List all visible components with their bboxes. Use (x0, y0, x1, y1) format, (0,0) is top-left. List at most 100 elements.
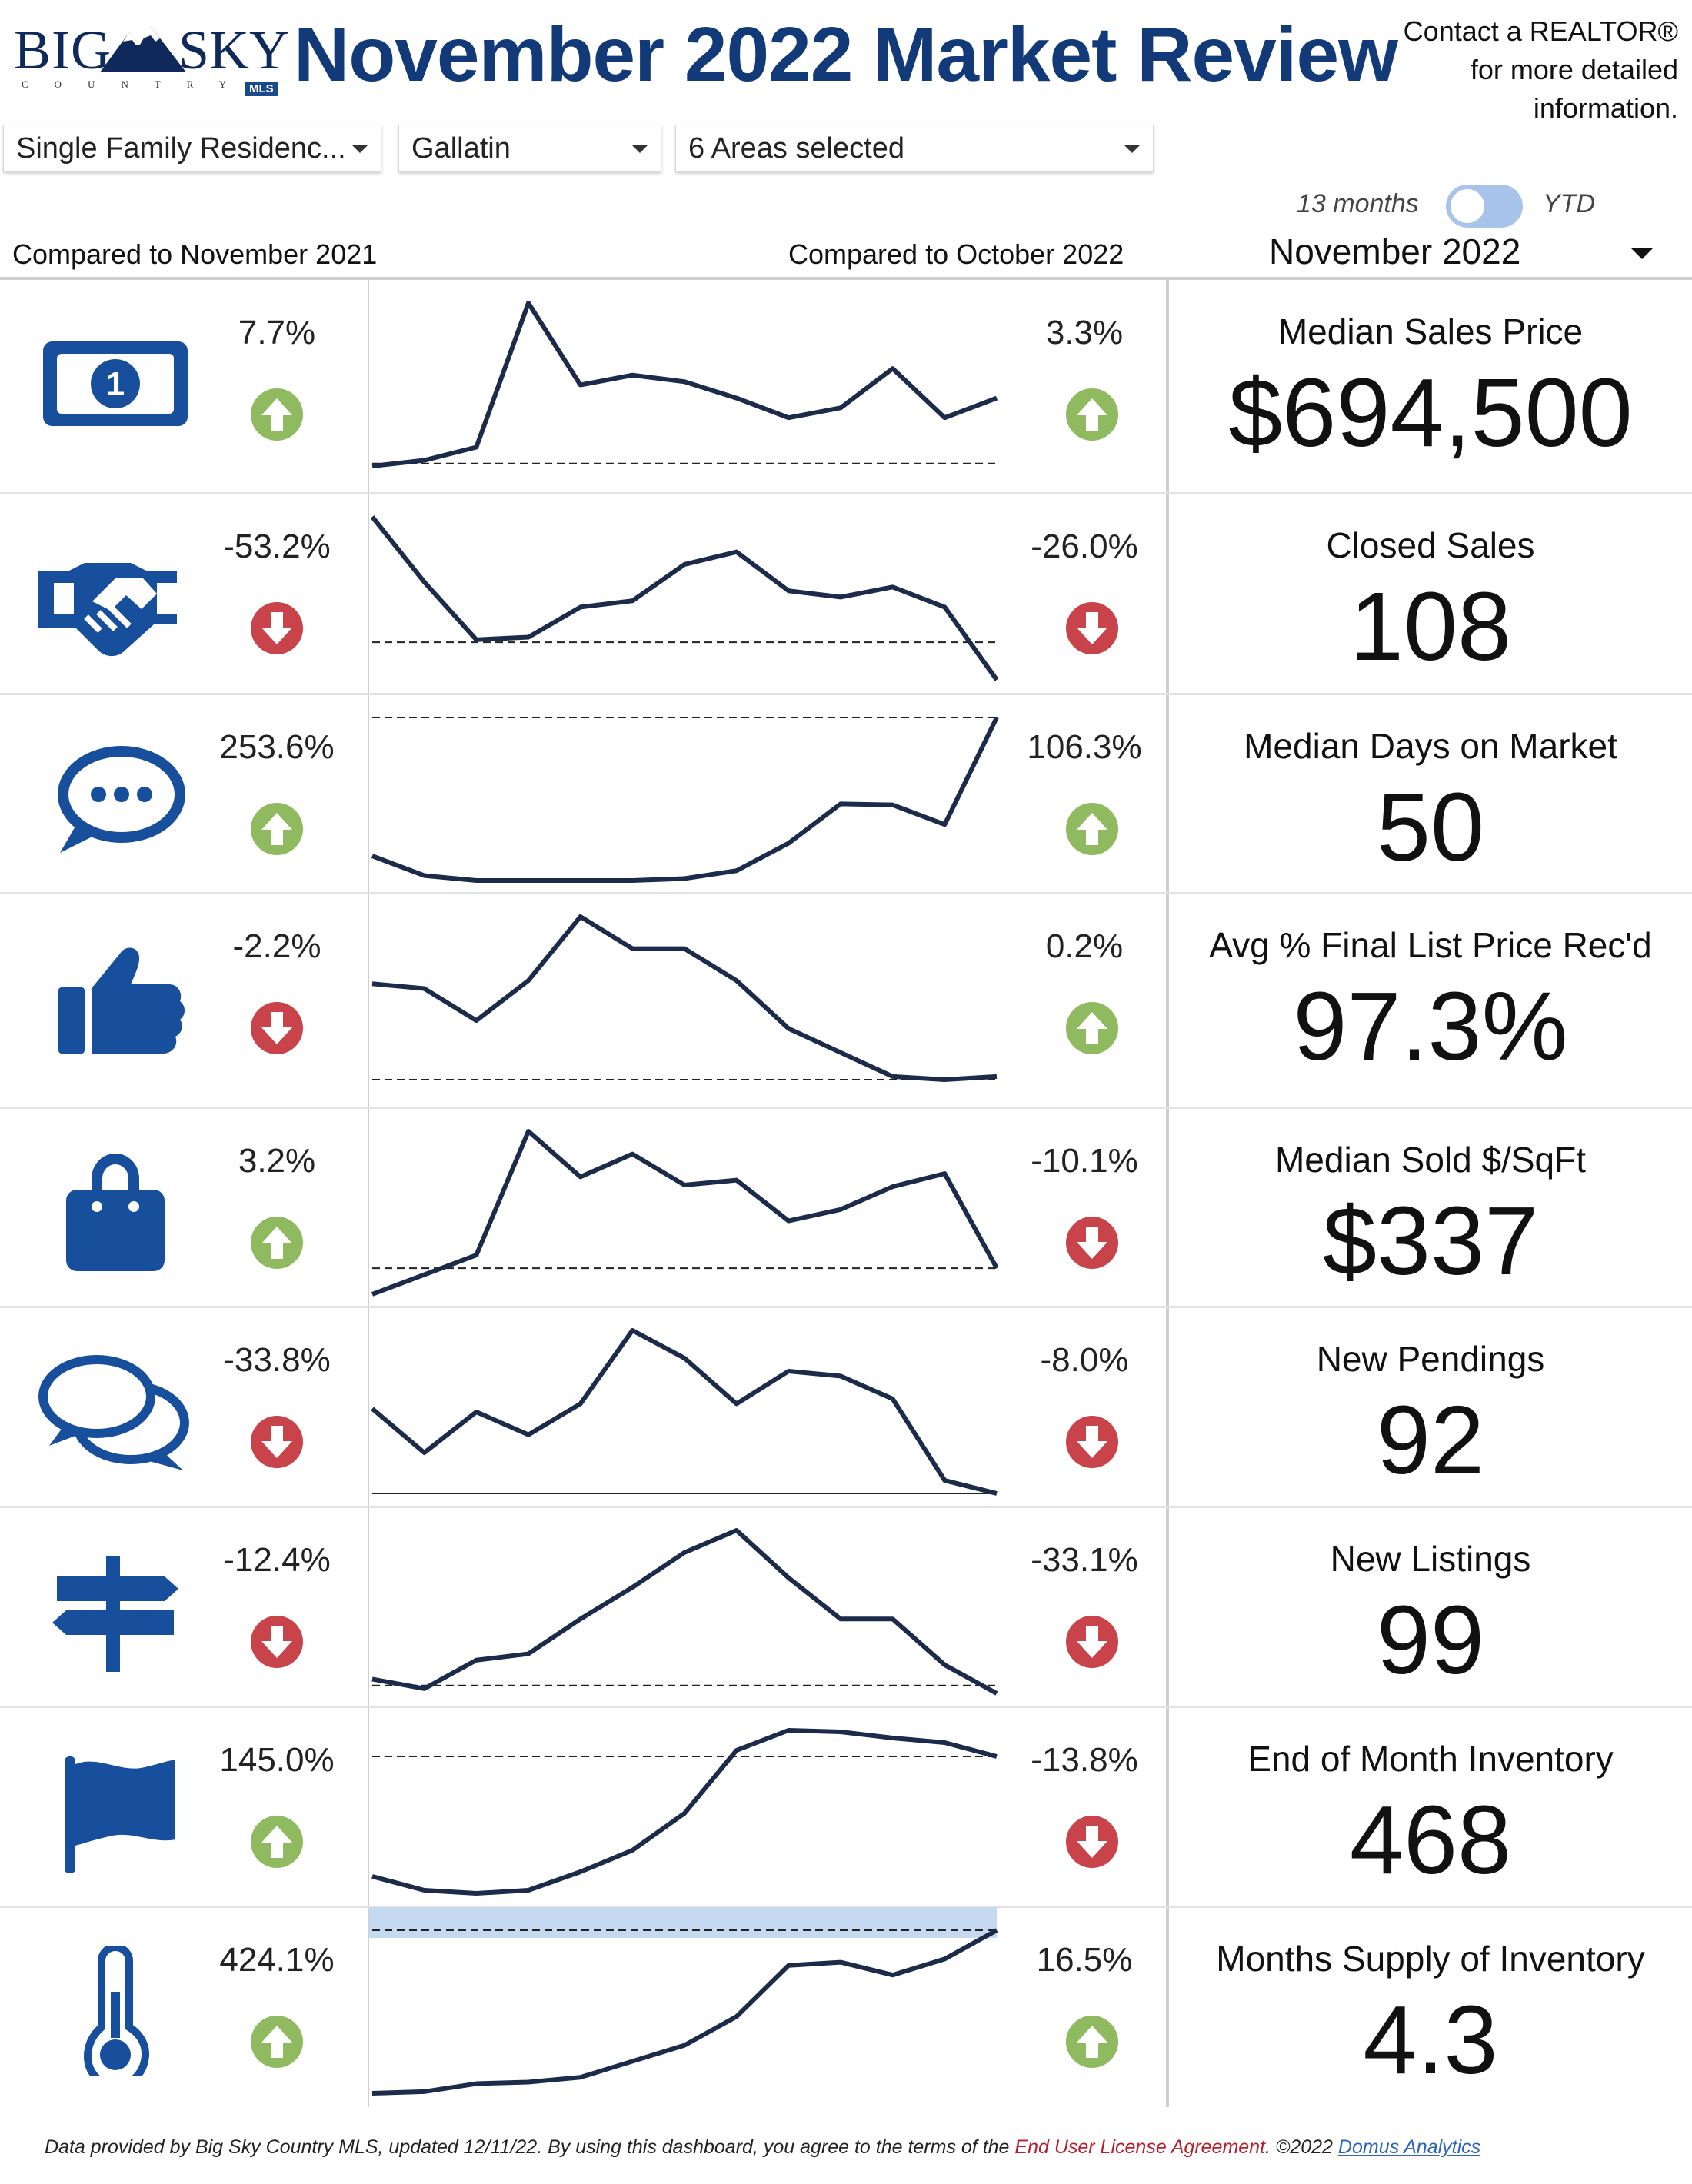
compare-year-label: Compared to November 2021 (12, 238, 378, 270)
handshake-icon (31, 532, 200, 663)
property-type-dropdown[interactable]: Single Family Residenc... (3, 125, 381, 172)
arrow-down-icon (1065, 1615, 1119, 1669)
trend-sparkline (371, 1129, 999, 1297)
chat-bubble-icon (31, 733, 200, 864)
contact-line: Contact a REALTOR® (1403, 15, 1678, 47)
metric-value: 92 (1376, 1386, 1485, 1494)
month-value: November 2022 (1269, 231, 1521, 271)
yoy-change: 145.0% (219, 1741, 335, 1779)
arrow-down-icon (1065, 601, 1119, 655)
metric-value: 4.3 (1363, 1986, 1498, 2094)
county-dropdown[interactable]: Gallatin (398, 125, 661, 172)
arrow-down-icon (1065, 1415, 1119, 1469)
yoy-change: -53.2% (223, 528, 331, 565)
trend-sparkline (371, 914, 998, 1082)
metric-row: 3.2% -10.1% Median Sold $/SqFt $337 (0, 1108, 1692, 1308)
divider (0, 1706, 1692, 1708)
yoy-change: -12.4% (223, 1541, 331, 1579)
arrow-down-icon (250, 1001, 304, 1055)
metric-label: End of Month Inventory (1247, 1739, 1614, 1779)
trend-sparkline (371, 301, 998, 468)
metric-row: 1 7.7% 3.3% Median Sales Price $694,500 (0, 280, 1692, 480)
divider (368, 280, 369, 2107)
trend-line (371, 301, 998, 468)
arrow-up-icon (1065, 1001, 1119, 1055)
trend-sparkline (370, 515, 999, 681)
metric-value: 99 (1376, 1586, 1485, 1694)
arrow-up-icon (1065, 388, 1119, 441)
divider (1166, 280, 1169, 2107)
divider (0, 277, 1692, 280)
signpost-icon (31, 1546, 200, 1676)
svg-text:1: 1 (106, 365, 125, 403)
divider (0, 693, 1692, 695)
trend-line (371, 1728, 998, 1896)
yoy-change: 253.6% (219, 728, 335, 766)
arrow-down-icon (1065, 1216, 1119, 1270)
arrow-down-icon (250, 1615, 304, 1669)
trend-line (371, 1129, 999, 1297)
yoy-change: 7.7% (238, 314, 316, 351)
domus-analytics-link[interactable]: Domus Analytics (1337, 2136, 1481, 2158)
trend-sparkline (371, 1328, 998, 1496)
metric-row: -33.8% -8.0% New Pendings 92 (0, 1307, 1692, 1507)
logo: BIG SKY COUNTRY MLS (11, 17, 289, 96)
toggle-label-ytd: YTD (1543, 189, 1595, 218)
metric-row: -53.2% -26.0% Closed Sales 108 (0, 494, 1692, 694)
footer-copyright: . ©2022 (1265, 2136, 1338, 2158)
trend-sparkline (369, 1907, 998, 2096)
divider (0, 1306, 1692, 1308)
money-bill-icon: 1 (31, 318, 200, 449)
arrow-down-icon (1065, 1815, 1119, 1869)
trend-sparkline (371, 716, 999, 883)
eula-link[interactable]: End User License Agreement (1014, 2136, 1266, 2158)
metric-value: 97.3% (1293, 972, 1568, 1080)
metric-label: New Pendings (1316, 1339, 1545, 1379)
metric-row: -2.2% 0.2% Avg % Final List Price Rec'd 97.… (0, 894, 1692, 1094)
highlight-band (369, 1907, 997, 1938)
metric-row: 145.0% -13.8% End of Month Inventory 468 (0, 1707, 1692, 1907)
mom-change: 3.3% (1045, 314, 1124, 351)
mountain-icon (100, 26, 186, 72)
yoy-change: 424.1% (219, 1941, 335, 1979)
footer: Data provided by Big Sky Country MLS, up… (45, 2136, 1480, 2159)
mom-change: -33.1% (1031, 1541, 1138, 1579)
divider (0, 492, 1692, 494)
month-dropdown[interactable]: November 2022 (1269, 231, 1654, 280)
conversation-icon (31, 1346, 200, 1477)
metric-label: Avg % Final List Price Rec'd (1209, 925, 1652, 965)
arrow-up-icon (1065, 2015, 1119, 2069)
metric-label: New Listings (1330, 1539, 1531, 1579)
divider (0, 1906, 1692, 1908)
trend-sparkline (371, 1728, 998, 1896)
compare-month-label: Compared to October 2022 (788, 238, 1124, 270)
arrow-up-icon (250, 388, 304, 441)
mom-change: 16.5% (1036, 1941, 1133, 1979)
metric-label: Median Sales Price (1277, 311, 1584, 351)
metric-row: -12.4% -33.1% New Listings 99 (0, 1507, 1692, 1707)
metric-value: 468 (1349, 1786, 1512, 1894)
thermometer-icon (31, 1943, 200, 2090)
areas-dropdown[interactable]: 6 Areas selected (675, 125, 1154, 172)
toggle-knob (1451, 189, 1484, 223)
period-toggle[interactable] (1446, 185, 1523, 228)
arrow-down-icon (250, 1415, 304, 1469)
trend-line (371, 1928, 998, 2096)
arrow-down-icon (250, 601, 304, 655)
yoy-change: -2.2% (232, 927, 321, 965)
arrow-up-icon (250, 2015, 304, 2069)
chevron-down-icon (351, 144, 368, 153)
mom-change: 0.2% (1045, 927, 1124, 965)
divider (0, 1506, 1692, 1508)
metric-row: 424.1% 16.5% Months Supply of Inventory 4.3 (0, 1907, 1692, 2107)
thumbs-up-icon (31, 932, 200, 1063)
arrow-up-icon (1065, 802, 1119, 856)
trend-line (371, 1328, 998, 1496)
logo-big-text: BIG (14, 19, 112, 81)
metric-value: 108 (1349, 572, 1512, 681)
mom-change: 106.3% (1027, 728, 1142, 766)
chevron-down-icon (1124, 144, 1141, 153)
mom-change: -8.0% (1040, 1341, 1129, 1379)
arrow-up-icon (250, 1815, 304, 1869)
trend-line (371, 1528, 998, 1696)
